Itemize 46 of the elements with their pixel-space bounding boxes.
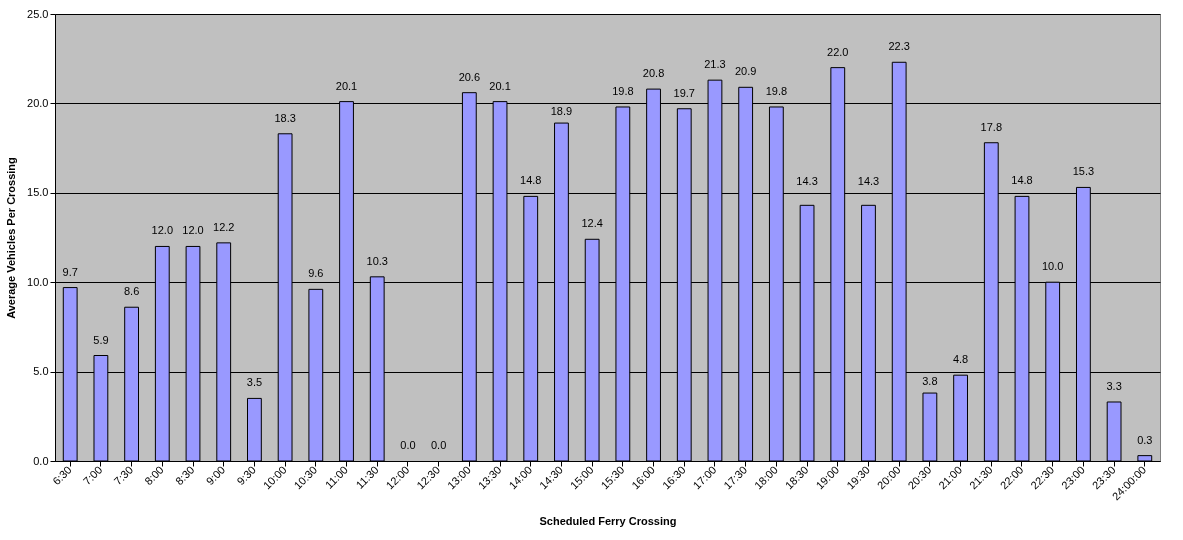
x-tick-label: 7:30	[111, 463, 136, 488]
data-label: 20.8	[642, 67, 665, 80]
data-label: 3.8	[922, 375, 938, 388]
data-label: 19.7	[673, 86, 695, 99]
data-label: 9.7	[62, 265, 78, 278]
x-tick-label: 7:00	[80, 463, 105, 488]
data-label: 0.0	[400, 439, 416, 451]
data-label: 0.0	[430, 439, 447, 451]
data-label: 3.3	[1106, 380, 1122, 392]
y-tick-label: 25.0	[27, 7, 49, 20]
data-label: 12.0	[151, 224, 174, 237]
data-label: 9.6	[308, 267, 324, 280]
data-label: 4.8	[952, 353, 969, 366]
data-label: 20.6	[458, 70, 481, 83]
x-axis-title: Scheduled Ferry Crossing	[539, 515, 677, 528]
data-label: 3.5	[246, 376, 263, 389]
data-label: 14.8	[1011, 174, 1033, 187]
data-label: 12.0	[182, 224, 204, 237]
data-label: 12.4	[581, 217, 603, 230]
data-label: 18.9	[550, 105, 573, 118]
data-label: 14.3	[796, 175, 818, 188]
data-label: 17.8	[980, 120, 1002, 133]
y-tick-label: 10.0	[27, 275, 49, 288]
data-label: 20.9	[734, 65, 757, 78]
data-label: 8.6	[123, 285, 140, 298]
data-label: 14.3	[857, 175, 880, 188]
data-label: 20.1	[335, 79, 358, 92]
data-label: 19.8	[612, 84, 634, 97]
data-label: 5.9	[93, 333, 109, 346]
y-axis-title: Average Vehicles Per Crossing	[5, 157, 18, 319]
y-tick-label: 15.0	[27, 186, 49, 199]
data-label: 22.0	[827, 45, 849, 58]
data-label: 10.0	[1041, 260, 1064, 273]
data-label: 20.1	[489, 79, 511, 92]
data-label: 12.2	[213, 220, 235, 233]
data-label: 21.3	[704, 58, 726, 71]
data-label: 14.8	[520, 174, 542, 187]
data-label: 22.3	[888, 40, 910, 53]
data-label: 0.3	[1137, 433, 1153, 446]
data-label: 19.8	[765, 84, 788, 97]
y-tick-label: 20.0	[27, 96, 49, 109]
data-label: 18.3	[274, 111, 296, 124]
y-tick-label: 0.0	[33, 454, 49, 467]
data-label: 10.3	[366, 254, 388, 267]
data-label: 15.3	[1072, 165, 1095, 178]
y-tick-label: 5.0	[33, 365, 49, 378]
